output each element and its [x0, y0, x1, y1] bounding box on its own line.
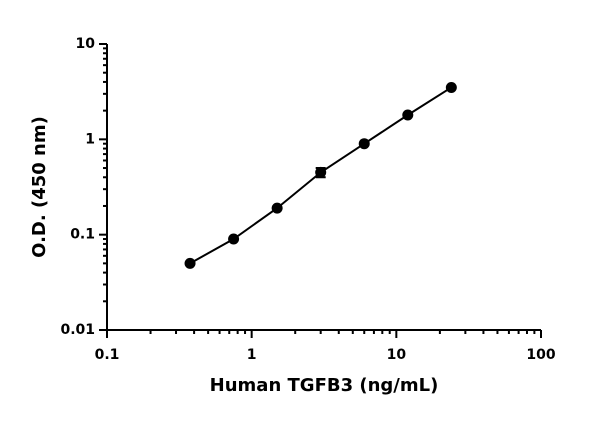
y-tick-label: 0.1	[70, 227, 95, 243]
x-tick-label: 1	[247, 347, 257, 363]
x-tick-label: 0.1	[95, 347, 120, 363]
data-point	[271, 202, 283, 214]
x-axis-title: Human TGFB3 (ng/mL)	[210, 375, 439, 396]
y-axis-title: O.D. (450 nm)	[29, 116, 50, 258]
x-tick-label: 10	[387, 347, 407, 363]
data-point	[184, 257, 196, 269]
y-tick-label: 0.01	[60, 322, 95, 338]
data-point	[402, 109, 414, 121]
data-point	[228, 233, 240, 245]
y-tick-label: 10	[76, 36, 96, 52]
x-tick-label: 100	[526, 347, 555, 363]
data-point	[445, 81, 457, 93]
y-tick-label: 1	[85, 131, 95, 147]
data-point	[358, 138, 370, 150]
data-point	[315, 166, 327, 178]
